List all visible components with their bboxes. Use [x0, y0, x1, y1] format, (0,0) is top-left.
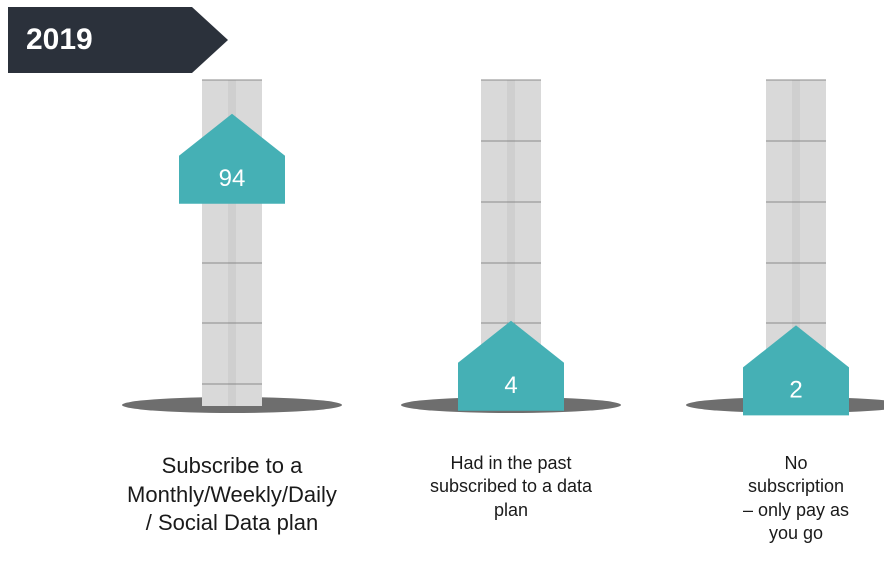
value-marker [179, 113, 285, 204]
title-banner [8, 7, 228, 73]
value-marker [743, 325, 849, 416]
category-label: No subscription – only pay as you go [742, 453, 850, 544]
value-label: 2 [789, 377, 802, 404]
value-label: 4 [504, 372, 517, 399]
chart-title: 2019 [26, 23, 93, 56]
tube-highlight [228, 80, 236, 406]
category-label: Subscribe to a Monthly/Weekly/Daily / So… [127, 453, 337, 536]
category-label: Had in the past subscribed to a data pla… [429, 453, 593, 520]
value-label: 94 [219, 165, 246, 192]
tube-highlight [792, 80, 800, 406]
value-marker [458, 320, 564, 411]
tube-highlight [507, 80, 515, 406]
